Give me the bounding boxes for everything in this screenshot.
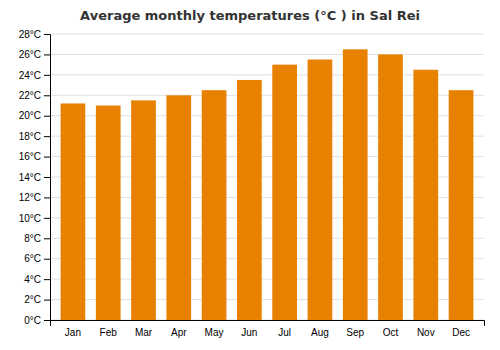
bar xyxy=(308,60,333,320)
y-tick-label: 8°C xyxy=(24,233,41,244)
x-tick: Nov xyxy=(417,327,435,338)
x-tick: Jan xyxy=(65,327,81,338)
x-tick-label: Oct xyxy=(383,327,399,338)
y-tick-label: 28°C xyxy=(19,29,41,40)
y-tick-label: 24°C xyxy=(19,70,41,81)
x-tick: Feb xyxy=(100,327,118,338)
x-tick: Apr xyxy=(171,327,187,338)
y-tick-label: 6°C xyxy=(24,253,41,264)
y-tick-label: 10°C xyxy=(19,213,41,224)
x-tick: Jun xyxy=(241,327,257,338)
x-tick-label: Sep xyxy=(346,327,364,338)
y-tick-mark xyxy=(44,197,50,198)
y-tick-label: 18°C xyxy=(19,131,41,142)
x-tick: Aug xyxy=(311,327,329,338)
y-tick-mark xyxy=(44,54,50,55)
y-tick: 0°C xyxy=(24,315,50,326)
y-tick: 16°C xyxy=(19,151,50,162)
y-tick: 10°C xyxy=(19,213,50,224)
y-tick: 14°C xyxy=(19,172,50,183)
x-tick: Jul xyxy=(278,327,291,338)
y-tick-mark xyxy=(44,177,50,178)
y-tick-mark xyxy=(44,75,50,76)
chart: Jan Feb Mar Apr May Jun Jul Aug Sep Oct Nov Dec 0°C 2… xyxy=(0,0,500,350)
y-tick: 26°C xyxy=(19,49,50,60)
y-tick-mark xyxy=(44,136,50,137)
bar xyxy=(166,95,191,320)
y-tick-mark xyxy=(44,95,50,96)
y-tick-mark xyxy=(44,238,50,239)
y-tick-mark xyxy=(44,218,50,219)
y-tick: 4°C xyxy=(24,274,50,285)
y-tick-label: 2°C xyxy=(24,294,41,305)
bar xyxy=(343,49,368,320)
y-tick-label: 14°C xyxy=(19,172,41,183)
bar xyxy=(413,70,438,320)
bars xyxy=(61,49,474,320)
y-tick: 12°C xyxy=(19,192,50,203)
x-axis-line xyxy=(51,321,485,327)
x-tick: Mar xyxy=(135,327,153,338)
x-tick: Oct xyxy=(383,327,399,338)
x-tick-label: Jan xyxy=(65,327,81,338)
y-tick: 28°C xyxy=(19,29,50,40)
y-tick-label: 0°C xyxy=(24,315,41,326)
grid-line xyxy=(50,34,484,35)
bar xyxy=(449,90,474,320)
x-tick-label: Mar xyxy=(135,327,153,338)
y-tick-label: 20°C xyxy=(19,110,41,121)
bar xyxy=(202,90,227,320)
y-axis-line xyxy=(44,35,51,321)
x-axis: Jan Feb Mar Apr May Jun Jul Aug Sep Oct Nov Dec xyxy=(51,321,485,339)
bar xyxy=(237,80,262,320)
y-tick: 6°C xyxy=(24,253,50,264)
bar xyxy=(272,65,297,320)
x-tick-label: Dec xyxy=(452,327,470,338)
bar xyxy=(378,54,403,320)
y-tick-label: 12°C xyxy=(19,192,41,203)
x-tick: Dec xyxy=(452,327,470,338)
grid xyxy=(50,34,484,320)
y-tick: 8°C xyxy=(24,233,50,244)
title: Average monthly temperatures (°C ) in Sa… xyxy=(80,8,420,23)
y-tick: 24°C xyxy=(19,70,50,81)
y-tick: 22°C xyxy=(19,90,50,101)
y-tick-label: 16°C xyxy=(19,151,41,162)
y-tick-mark xyxy=(44,300,50,301)
y-tick-mark xyxy=(44,279,50,280)
x-tick-label: Jul xyxy=(278,327,291,338)
y-tick-label: 26°C xyxy=(19,49,41,60)
x-tick-label: Apr xyxy=(171,327,187,338)
grid-line xyxy=(50,54,484,55)
x-tick-label: Aug xyxy=(311,327,329,338)
y-tick-label: 4°C xyxy=(24,274,41,285)
bar xyxy=(96,106,121,321)
plot: Jan Feb Mar Apr May Jun Jul Aug Sep Oct Nov Dec 0°C 2… xyxy=(19,29,485,338)
x-tick-label: Nov xyxy=(417,327,435,338)
y-tick-mark xyxy=(44,157,50,158)
x-tick-label: Jun xyxy=(241,327,257,338)
y-axis: 0°C 2°C 4°C 6°C 8°C 10°C 12°C 14°C 16°C 18°C 20°C 2… xyxy=(19,29,51,326)
x-tick-label: Feb xyxy=(100,327,118,338)
y-tick-mark xyxy=(44,34,50,35)
y-tick: 20°C xyxy=(19,110,50,121)
x-tick-label: May xyxy=(205,327,224,338)
bar xyxy=(131,100,156,320)
bar xyxy=(61,103,86,320)
y-tick: 2°C xyxy=(24,294,50,305)
x-tick: May xyxy=(205,327,224,338)
y-tick-mark xyxy=(44,320,50,321)
y-tick: 18°C xyxy=(19,131,50,142)
y-tick-mark xyxy=(44,116,50,117)
y-tick-mark xyxy=(44,259,50,260)
y-tick-label: 22°C xyxy=(19,90,41,101)
x-tick: Sep xyxy=(346,327,364,338)
